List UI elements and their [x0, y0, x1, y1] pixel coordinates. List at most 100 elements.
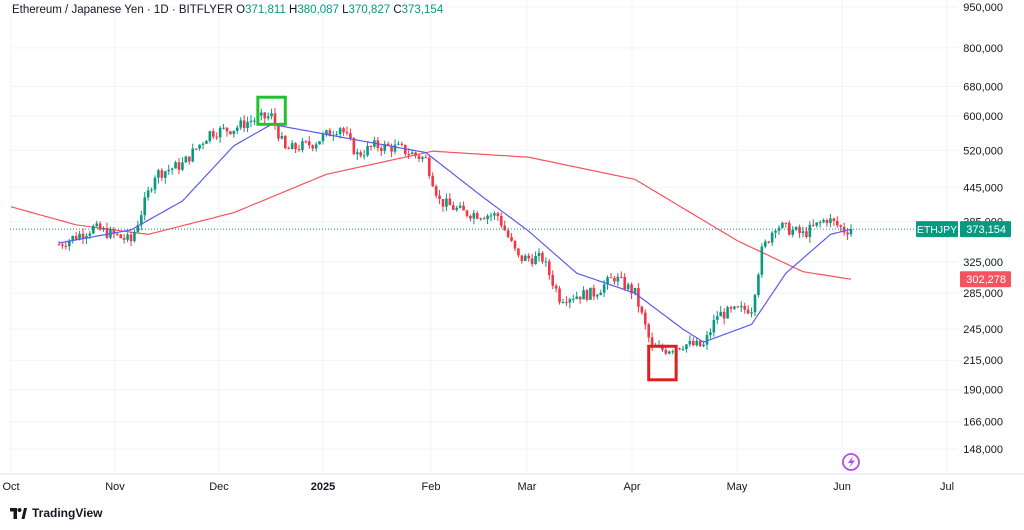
candle	[345, 132, 349, 134]
candle	[839, 225, 843, 227]
candle	[462, 205, 465, 211]
candle	[798, 227, 801, 234]
candle	[767, 241, 771, 243]
candle	[222, 127, 225, 129]
candle	[266, 116, 270, 119]
candle	[215, 136, 219, 138]
replay-button[interactable]	[842, 453, 860, 471]
low-highlight-box	[647, 344, 678, 382]
candle	[290, 143, 294, 150]
candle	[410, 152, 414, 155]
candle	[729, 307, 733, 309]
x-tick-label: 2025	[311, 481, 335, 493]
candle	[781, 222, 784, 228]
candle	[455, 207, 459, 210]
candle	[472, 213, 476, 219]
candle	[359, 152, 363, 156]
candle	[390, 145, 393, 152]
candle	[739, 305, 743, 308]
candle	[208, 131, 212, 141]
y-tick-label: 800,000	[963, 43, 1003, 55]
candle	[475, 213, 479, 219]
candle	[578, 296, 582, 300]
y-tick-label: 285,000	[963, 288, 1003, 300]
y-tick-label: 166,000	[963, 417, 1003, 429]
candle	[85, 235, 88, 239]
candle	[153, 177, 157, 190]
x-tick-label: Jun	[833, 481, 851, 493]
candle	[667, 351, 671, 354]
candle	[554, 285, 558, 289]
candle	[434, 186, 438, 196]
candle	[366, 145, 369, 156]
y-tick-label: 215,000	[963, 355, 1003, 367]
highlight-boxes	[256, 95, 678, 382]
tradingview-logo[interactable]: TradingView	[10, 506, 102, 520]
ma-fast-line	[58, 123, 852, 343]
candle	[561, 301, 565, 303]
y-tick-label: 680,000	[963, 81, 1003, 93]
candle	[163, 171, 167, 178]
high-value: 380,087	[297, 4, 339, 16]
candle	[506, 230, 510, 238]
candle	[352, 138, 356, 155]
candle	[74, 235, 78, 240]
x-axis[interactable]: Oct Nov Dec 2025 Feb Mar Apr May Jun Jul	[2, 481, 954, 493]
ma-price-label: 302,278	[966, 274, 1006, 286]
candle	[201, 143, 205, 145]
candle	[232, 130, 236, 135]
candle	[599, 292, 603, 296]
low-value: 370,827	[348, 4, 391, 16]
symbol-tag	[916, 221, 958, 238]
candle	[582, 290, 585, 300]
candle	[695, 340, 699, 346]
candle	[815, 222, 819, 226]
candle	[534, 255, 537, 265]
y-tick-label: 950,000	[963, 2, 1003, 14]
candle	[757, 274, 760, 295]
candle	[287, 148, 291, 150]
y-axis[interactable]: 950,000 800,000 680,000 600,000 520,000 445,0…	[963, 2, 1003, 456]
candle	[486, 215, 489, 220]
candle	[709, 332, 712, 336]
candle	[616, 276, 620, 282]
high-key: H	[289, 4, 298, 16]
x-tick-label: Apr	[623, 481, 640, 493]
replay-icon[interactable]	[842, 453, 860, 471]
candle	[424, 157, 428, 159]
candle	[246, 121, 249, 129]
candle	[263, 112, 267, 119]
candle	[379, 148, 383, 151]
candle	[157, 170, 160, 178]
candle	[311, 145, 315, 149]
candle	[825, 220, 829, 223]
candle	[71, 235, 75, 241]
symbol-label[interactable]: Ethereum / Japanese Yen · 1D · BITFLYER	[12, 4, 233, 16]
candle	[122, 238, 126, 240]
candle	[242, 120, 246, 129]
candle	[465, 210, 469, 216]
candle	[633, 287, 637, 294]
open-key: O	[236, 4, 246, 16]
candle	[571, 298, 575, 300]
x-tick-label: Jul	[940, 481, 954, 493]
candle	[119, 234, 123, 239]
candle	[496, 213, 500, 217]
candle	[177, 162, 181, 170]
candle	[832, 218, 836, 221]
candle	[143, 197, 147, 216]
candle	[91, 225, 95, 234]
candle	[307, 141, 311, 146]
candle	[280, 135, 284, 139]
candle	[794, 227, 798, 230]
candle	[414, 152, 417, 156]
candle	[78, 233, 81, 240]
candle	[184, 156, 188, 163]
candle	[235, 127, 239, 131]
candle	[640, 306, 644, 313]
lightning-icon	[848, 456, 855, 468]
candle	[321, 134, 325, 142]
candle	[383, 143, 387, 151]
candle	[530, 258, 534, 265]
